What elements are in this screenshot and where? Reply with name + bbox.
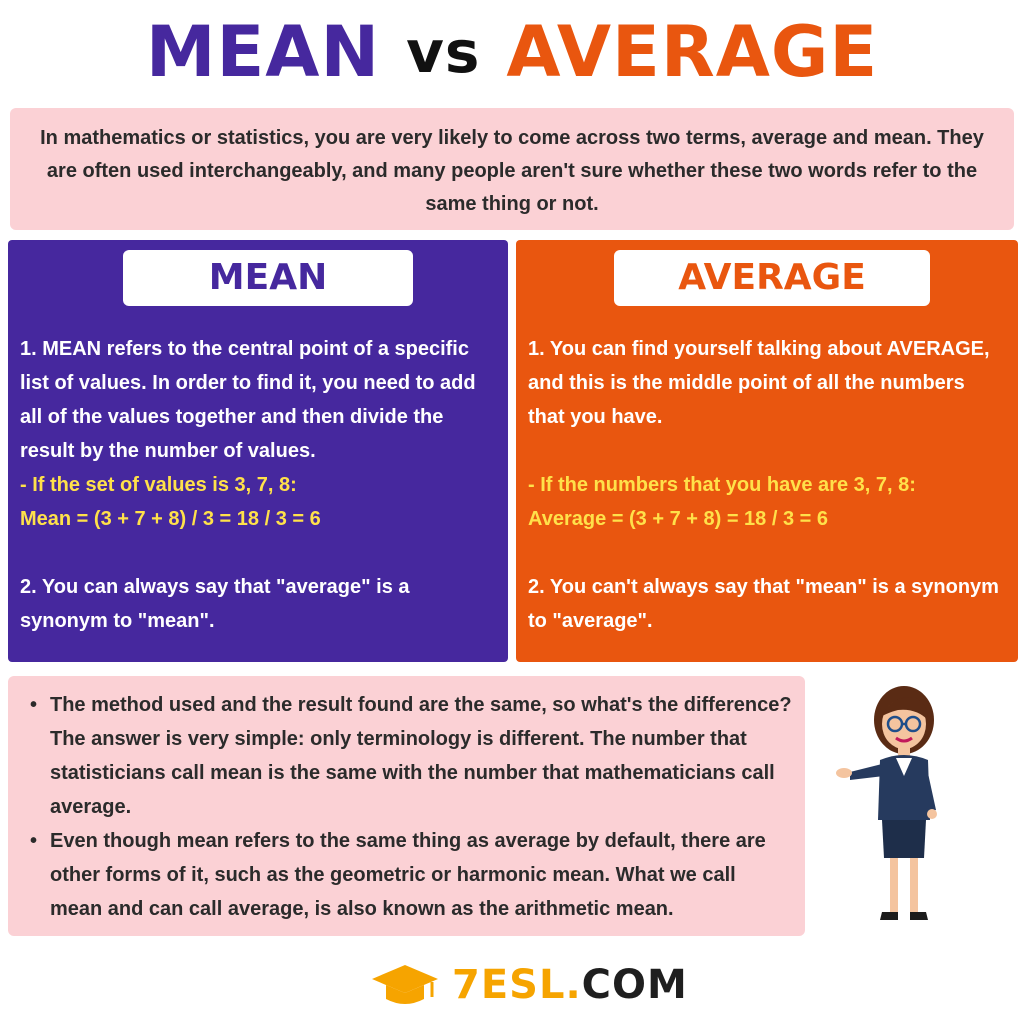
site-logo[interactable]: 7ESL.COM bbox=[370, 956, 710, 1014]
mean-example-line-2: Mean = (3 + 7 + 8) / 3 = 18 / 3 = 6 bbox=[20, 508, 321, 530]
bullet-icon: • bbox=[30, 694, 38, 716]
page-title: MEAN vs AVERAGE bbox=[0, 10, 1024, 94]
average-point-2: 2. You can't always say that "mean" is a… bbox=[528, 576, 999, 632]
logo-part-1: 7ESL bbox=[452, 962, 566, 1008]
graduation-cap-icon bbox=[372, 965, 438, 1004]
mean-point-1: 1. MEAN refers to the central point of a… bbox=[20, 338, 476, 462]
average-heading: AVERAGE bbox=[614, 250, 930, 306]
note-text: The method used and the result found are… bbox=[50, 694, 792, 818]
logo-dot: . bbox=[565, 962, 582, 1008]
intro-box: In mathematics or statistics, you are ve… bbox=[10, 108, 1014, 230]
mean-point-2: 2. You can always say that "average" is … bbox=[20, 576, 410, 632]
title-mean: MEAN bbox=[145, 11, 381, 93]
note-item: • The method used and the result found a… bbox=[30, 688, 793, 824]
teacher-illustration bbox=[836, 686, 937, 920]
note-text: Even though mean refers to the same thin… bbox=[50, 830, 766, 920]
note-item: • Even though mean refers to the same th… bbox=[30, 824, 793, 926]
average-panel: AVERAGE 1. You can find yourself talking… bbox=[516, 240, 1018, 662]
average-point-1: 1. You can find yourself talking about A… bbox=[528, 338, 990, 428]
average-example-line-2: Average = (3 + 7 + 8) = 18 / 3 = 6 bbox=[528, 508, 829, 530]
notes-box: • The method used and the result found a… bbox=[8, 676, 805, 936]
logo-part-2: COM bbox=[581, 962, 688, 1008]
mean-heading: MEAN bbox=[123, 250, 413, 306]
mean-panel: MEAN 1. MEAN refers to the central point… bbox=[8, 240, 508, 662]
average-example-line-1: - If the numbers that you have are 3, 7,… bbox=[528, 474, 916, 496]
title-vs: vs bbox=[406, 18, 481, 86]
mean-example-line-1: - If the set of values is 3, 7, 8: bbox=[20, 474, 297, 496]
logo-text: 7ESL.COM bbox=[452, 962, 688, 1008]
intro-text: In mathematics or statistics, you are ve… bbox=[40, 127, 984, 215]
title-average: AVERAGE bbox=[506, 11, 879, 93]
bullet-icon: • bbox=[30, 830, 38, 852]
